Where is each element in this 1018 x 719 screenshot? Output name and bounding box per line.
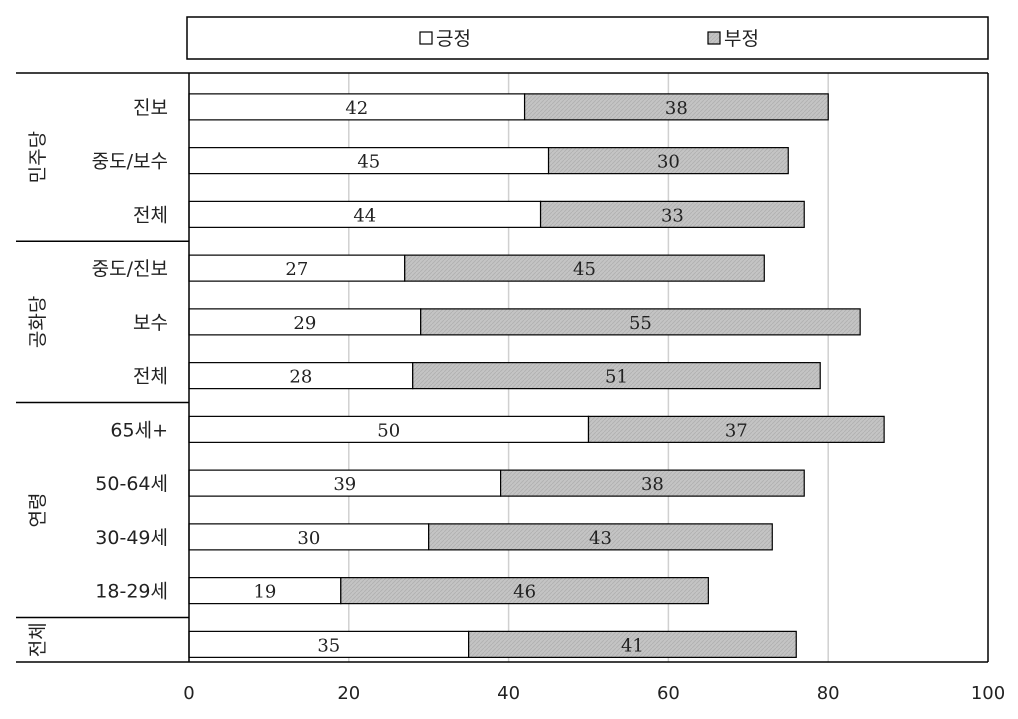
bar-negative-g2-r2 xyxy=(428,523,773,551)
bar-negative-g0-r1 xyxy=(547,147,789,175)
x-tick-label: 80 xyxy=(817,683,840,704)
x-tick-label: 40 xyxy=(497,683,520,704)
category-label: 30-49세 xyxy=(95,527,168,549)
bar-negative-g2-r3 xyxy=(340,577,709,605)
bar-positive-g2-r0 xyxy=(188,415,590,443)
group-label: 연령 xyxy=(27,493,49,528)
legend-label-positive: 긍정 xyxy=(436,28,471,50)
x-tick-label: 100 xyxy=(971,683,1005,704)
group-label: 민주당 xyxy=(27,131,49,183)
bar-positive-g3-r0 xyxy=(188,630,470,658)
group-label: 공화당 xyxy=(27,296,49,348)
legend-swatch-positive xyxy=(419,31,433,45)
category-label: 전체 xyxy=(133,204,168,226)
value-label-negative: 37 xyxy=(725,420,748,441)
bar-negative-g1-r2 xyxy=(412,362,821,390)
bar-positive-g0-r0 xyxy=(188,93,526,121)
bar-negative-g0-r0 xyxy=(523,93,829,121)
bar-negative-g1-r1 xyxy=(420,308,861,336)
bar-positive-g0-r1 xyxy=(188,147,550,175)
value-label-negative: 38 xyxy=(641,474,664,495)
value-label-positive: 19 xyxy=(253,582,276,603)
value-label-negative: 45 xyxy=(573,259,596,280)
value-label-positive: 39 xyxy=(333,474,356,495)
legend-swatch-negative xyxy=(707,31,721,45)
value-label-negative: 33 xyxy=(661,205,684,226)
x-tick-label: 60 xyxy=(657,683,680,704)
value-label-negative: 41 xyxy=(621,635,644,656)
value-label-negative: 51 xyxy=(605,367,628,388)
value-label-negative: 55 xyxy=(629,313,652,334)
value-label-negative: 46 xyxy=(513,582,536,603)
category-label: 보수 xyxy=(133,312,168,334)
value-label-positive: 45 xyxy=(357,152,380,173)
legend-label-negative: 부정 xyxy=(724,28,759,50)
group-label: 전체 xyxy=(27,622,49,657)
legend-box xyxy=(186,16,989,60)
value-label-positive: 28 xyxy=(289,367,312,388)
value-label-positive: 35 xyxy=(317,635,340,656)
category-label: 50-64세 xyxy=(95,473,168,495)
bar-negative-g0-r2 xyxy=(539,200,805,228)
bar-positive-g2-r3 xyxy=(188,577,342,605)
bar-negative-g2-r0 xyxy=(587,415,885,443)
bar-positive-g1-r1 xyxy=(188,308,422,336)
value-label-negative: 38 xyxy=(665,98,688,119)
value-label-negative: 43 xyxy=(589,528,612,549)
category-label: 18-29세 xyxy=(95,581,168,603)
category-label: 진보 xyxy=(133,97,168,119)
x-tick-label: 20 xyxy=(337,683,360,704)
category-label: 중도/진보 xyxy=(92,258,168,280)
x-tick-label: 0 xyxy=(183,683,194,704)
value-label-positive: 30 xyxy=(297,528,320,549)
category-label: 전체 xyxy=(133,366,168,388)
value-label-positive: 42 xyxy=(345,98,368,119)
value-label-positive: 29 xyxy=(293,313,316,334)
bar-negative-g3-r0 xyxy=(468,630,797,658)
bar-negative-g2-r1 xyxy=(500,469,805,497)
bar-negative-g1-r0 xyxy=(404,254,765,282)
value-label-positive: 44 xyxy=(353,205,376,226)
value-label-positive: 27 xyxy=(285,259,308,280)
value-label-negative: 30 xyxy=(657,152,680,173)
category-label: 65세+ xyxy=(110,419,168,441)
value-label-positive: 50 xyxy=(377,420,400,441)
category-label: 중도/보수 xyxy=(92,151,168,173)
